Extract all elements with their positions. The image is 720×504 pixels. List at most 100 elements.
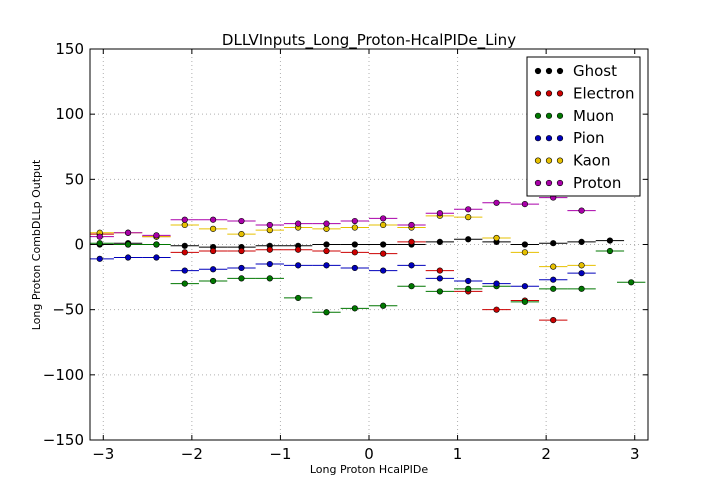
data-point bbox=[465, 214, 472, 221]
data-point bbox=[380, 302, 387, 309]
data-point bbox=[266, 275, 273, 282]
data-point bbox=[295, 294, 302, 302]
legend-marker bbox=[545, 112, 553, 119]
data-point bbox=[266, 246, 273, 253]
data-point bbox=[210, 266, 217, 273]
data-point bbox=[238, 217, 245, 225]
data-point bbox=[181, 221, 188, 229]
legend-marker bbox=[545, 67, 553, 75]
legend-marker bbox=[534, 67, 542, 75]
data-point bbox=[436, 238, 443, 245]
legend-label: Pion bbox=[573, 129, 605, 147]
data-point bbox=[96, 233, 103, 240]
data-point bbox=[238, 230, 245, 238]
data-point bbox=[380, 250, 387, 257]
data-point bbox=[295, 262, 302, 269]
data-point bbox=[323, 247, 330, 255]
x-tick-label: 3 bbox=[630, 445, 640, 463]
series-layer bbox=[90, 194, 646, 324]
legend-marker bbox=[534, 90, 542, 97]
axis-ticks: −3 −2 −1 0 1 2 3 −150 −100 −50 0 50 100 150 bbox=[43, 40, 648, 463]
legend-marker bbox=[545, 90, 553, 97]
data-point bbox=[436, 210, 443, 217]
legend-marker bbox=[556, 67, 564, 75]
data-point bbox=[408, 221, 415, 229]
legend-label: Muon bbox=[573, 107, 614, 125]
data-point bbox=[124, 229, 132, 236]
legend-label: Electron bbox=[573, 84, 635, 102]
data-point bbox=[181, 267, 188, 274]
data-point bbox=[436, 288, 443, 295]
data-point bbox=[351, 249, 358, 256]
data-point bbox=[96, 240, 103, 247]
data-point bbox=[465, 277, 472, 285]
x-tick-label: −1 bbox=[269, 445, 291, 463]
data-point bbox=[153, 241, 160, 248]
data-point bbox=[628, 279, 635, 286]
data-point bbox=[493, 306, 500, 313]
legend-marker bbox=[556, 112, 564, 119]
data-point bbox=[408, 262, 415, 269]
data-point bbox=[380, 267, 387, 274]
data-point bbox=[323, 225, 330, 232]
x-tick-label: 2 bbox=[541, 445, 551, 463]
data-point bbox=[295, 220, 302, 227]
x-axis-label: Long Proton HcalPIDe bbox=[310, 463, 429, 476]
legend-marker bbox=[545, 135, 553, 142]
data-point bbox=[380, 221, 387, 229]
data-point bbox=[323, 220, 330, 227]
data-point bbox=[606, 237, 614, 244]
legend-marker bbox=[556, 157, 564, 164]
data-point bbox=[493, 199, 500, 206]
data-point bbox=[436, 275, 443, 282]
data-point bbox=[124, 241, 132, 248]
y-tick-label: 0 bbox=[74, 236, 84, 254]
x-tick-label: −3 bbox=[92, 445, 114, 463]
y-tick-label: −150 bbox=[43, 431, 84, 449]
data-point bbox=[578, 207, 585, 214]
data-point bbox=[210, 216, 217, 223]
legend-box bbox=[526, 56, 641, 197]
series-electron bbox=[90, 230, 568, 324]
legend-marker bbox=[556, 135, 564, 142]
data-point bbox=[493, 234, 500, 242]
data-point bbox=[181, 249, 188, 256]
data-point bbox=[465, 206, 472, 213]
data-point bbox=[521, 241, 528, 248]
data-point bbox=[550, 276, 557, 283]
series-pion bbox=[90, 254, 596, 290]
data-point bbox=[266, 221, 273, 229]
y-tick-label: −50 bbox=[52, 301, 84, 319]
data-point bbox=[578, 262, 585, 269]
data-point bbox=[210, 247, 217, 255]
data-point bbox=[323, 262, 330, 269]
data-point bbox=[181, 216, 188, 223]
data-point bbox=[238, 275, 245, 282]
legend-marker bbox=[534, 179, 542, 187]
data-point bbox=[181, 280, 188, 287]
data-point bbox=[436, 267, 443, 274]
data-point bbox=[550, 316, 557, 324]
data-point bbox=[465, 236, 472, 243]
data-point bbox=[380, 241, 387, 248]
data-point bbox=[351, 241, 358, 248]
data-point bbox=[238, 247, 245, 255]
legend-label: Ghost bbox=[573, 62, 617, 80]
legend-label: Kaon bbox=[573, 152, 610, 170]
data-point bbox=[550, 240, 557, 247]
data-point bbox=[351, 217, 358, 225]
data-point bbox=[210, 277, 217, 285]
data-point bbox=[408, 238, 415, 245]
data-point bbox=[238, 264, 245, 272]
data-point bbox=[153, 254, 160, 261]
legend-marker bbox=[545, 157, 553, 164]
data-point bbox=[578, 270, 585, 277]
data-point bbox=[210, 225, 217, 232]
data-point bbox=[266, 227, 273, 234]
data-point bbox=[153, 232, 160, 239]
y-tick-label: 150 bbox=[55, 40, 84, 58]
legend-marker bbox=[534, 157, 542, 164]
data-point bbox=[578, 285, 585, 292]
data-point bbox=[408, 283, 415, 290]
